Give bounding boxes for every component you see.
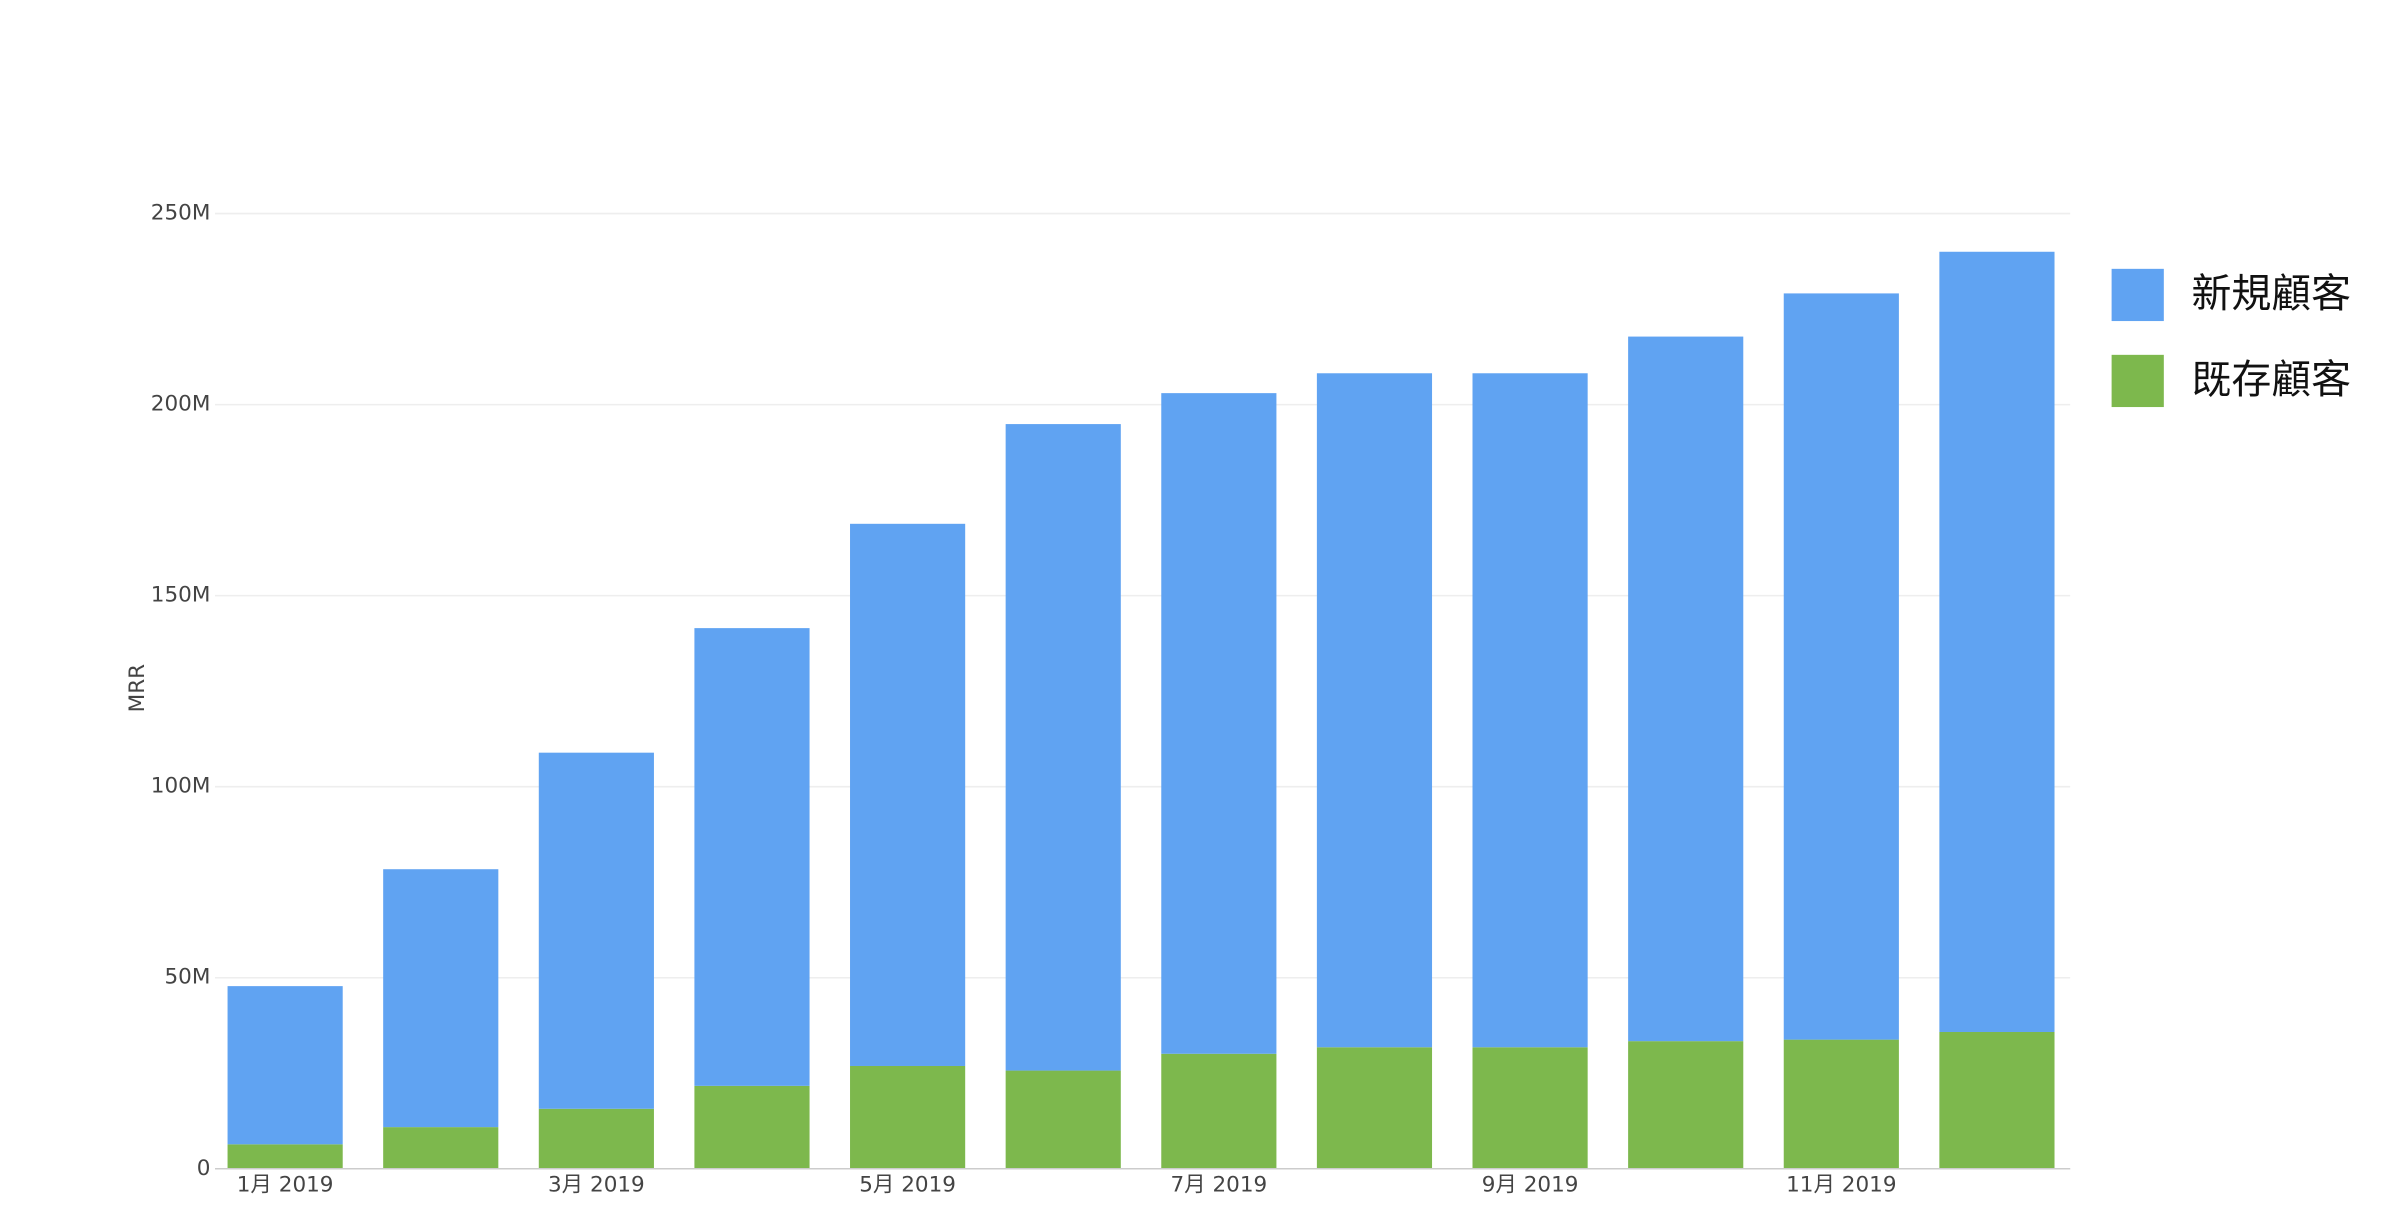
- bar-segment: [538, 1108, 654, 1169]
- bar-segment: [1472, 1047, 1588, 1169]
- bar-segment: [694, 1085, 810, 1169]
- bar-segment: [1005, 424, 1121, 1071]
- x-tick-label: 7月 2019: [1170, 1173, 1267, 1198]
- y-tick-label: 200M: [151, 392, 211, 417]
- x-tick-label: 11月 2019: [1786, 1173, 1896, 1198]
- y-tick-label: 150M: [151, 583, 211, 608]
- y-tick-label: 250M: [151, 201, 211, 226]
- legend-text: 新規顧客: [2191, 271, 2351, 317]
- bar-segment: [1161, 1053, 1277, 1169]
- bar-segment: [1472, 373, 1588, 1048]
- y-tick-label: 50M: [164, 965, 210, 990]
- bar-segment: [383, 1127, 499, 1169]
- x-tick-label: 5月 2019: [859, 1173, 956, 1198]
- x-tick-label: 9月 2019: [1482, 1173, 1579, 1198]
- bar-segment: [1316, 373, 1433, 1048]
- legend-swatch: [2111, 268, 2164, 322]
- bar-segment: [383, 869, 499, 1128]
- bar-segment: [1783, 293, 1899, 1040]
- y-tick-label: 0: [197, 1156, 211, 1181]
- y-tick-label: 100M: [151, 774, 211, 799]
- bar-segment: [1628, 336, 1744, 1042]
- bar-segment: [227, 986, 343, 1145]
- bar-segment: [1005, 1070, 1121, 1169]
- bar-segment: [1783, 1039, 1899, 1169]
- bar-segment: [694, 628, 810, 1086]
- legend-text: 既存顧客: [2191, 357, 2351, 403]
- bar-segment: [538, 752, 654, 1109]
- legend-swatch: [2111, 354, 2164, 408]
- x-tick-label: 1月 2019: [237, 1173, 334, 1198]
- x-tick-label: 3月 2019: [548, 1173, 645, 1198]
- bar-segment: [1316, 1047, 1433, 1169]
- bar-segment: [850, 1065, 966, 1169]
- bar-segment: [227, 1144, 343, 1169]
- bar-segment: [1161, 393, 1277, 1054]
- y-axis-label: MRR: [125, 664, 150, 712]
- bar-segment: [850, 523, 966, 1066]
- bar-segment: [1939, 1031, 2055, 1169]
- bar-segment: [1939, 251, 2055, 1032]
- bar-segment: [1628, 1041, 1744, 1169]
